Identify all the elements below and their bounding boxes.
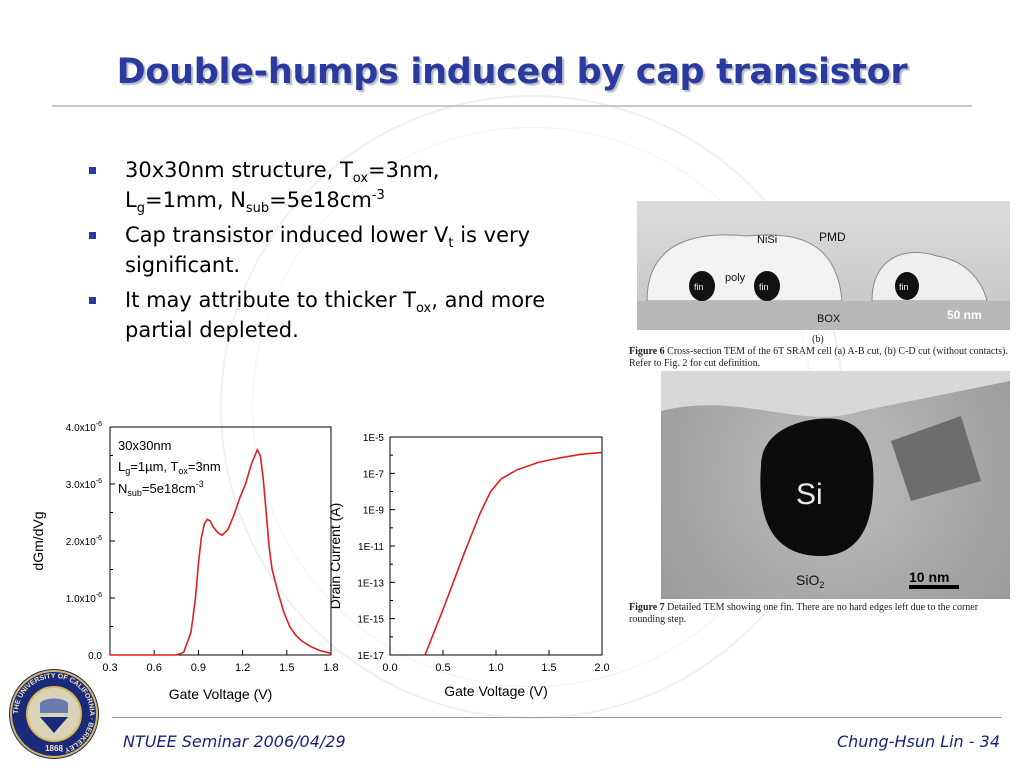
tem2-label-si: Si bbox=[796, 478, 823, 511]
footer-author-page: Chung-Hsun Lin - 34 bbox=[836, 732, 1000, 751]
bullet-square-icon bbox=[89, 167, 96, 174]
bullet-text-part: -3 bbox=[371, 188, 385, 203]
x-tick-label: 1.0 bbox=[488, 662, 503, 674]
x-tick-label: 1.8 bbox=[323, 662, 338, 674]
tem1-label-pmd: PMD bbox=[819, 230, 846, 244]
tem2-caption-lead: Figure 7 bbox=[629, 602, 665, 613]
tem-image-1-drawing: NiSi PMD poly fin fin fin BOX 50 nm bbox=[637, 230, 1010, 330]
bullet-text-part: ox bbox=[415, 301, 432, 317]
seal-year: 1868 bbox=[45, 744, 63, 753]
tem1-caption: Figure 6 Cross-section TEM of the 6T SRA… bbox=[629, 346, 1014, 370]
y-tick-label: 1E-13 bbox=[357, 578, 384, 589]
bullet-square-icon bbox=[89, 297, 96, 304]
y-tick-label: 1E-7 bbox=[363, 469, 385, 480]
x-tick-label: 0.0 bbox=[382, 662, 397, 674]
x-tick-label: 0.5 bbox=[435, 662, 450, 674]
university-seal-logo: THE UNIVERSITY OF CALIFORNIA · BERKELEY … bbox=[9, 669, 99, 759]
tem1-label-box: BOX bbox=[817, 313, 841, 325]
x-tick-label: 2.0 bbox=[594, 662, 609, 674]
bullet-text-part: =3nm, bbox=[368, 158, 440, 182]
drain-current-chart: 1E-5 1E-7 1E-9 1E-11 1E-13 1E-15 1E-170.0 0.5 1.… bbox=[327, 433, 610, 699]
bullet-item: 30x30nm structure, Tox=3nm, Lg=1mm, Nsub=… bbox=[80, 155, 580, 215]
tem1-label-fin-2: fin bbox=[759, 282, 769, 292]
x-axis-label: Gate Voltage (V) bbox=[169, 686, 273, 702]
y-axis-label: dGm/dVg bbox=[30, 511, 46, 570]
bullet-text-part: 30x30nm structure, T bbox=[125, 158, 353, 182]
y-tick-label: 3.0x10-6 bbox=[66, 478, 102, 491]
tem2-scale-label: 10 nm bbox=[909, 569, 949, 585]
bullet-text-part: is very significant. bbox=[125, 223, 531, 277]
bullet-text-part: It may attribute to thicker T bbox=[125, 288, 416, 312]
bullet-text-part: ox bbox=[352, 171, 369, 187]
y-tick-label: 1.0x10-6 bbox=[66, 592, 102, 605]
title-divider bbox=[52, 105, 972, 107]
dgm-dvg-chart: 0.0 1.0x10-6 2.0x10-6 3.0x10-6 4.0x10-6 0.3 0.… bbox=[30, 421, 339, 702]
annotation-line-3: Nsub=5e18cm-3 bbox=[118, 479, 204, 498]
bullet-item: It may attribute to thicker Tox, and mor… bbox=[80, 285, 580, 345]
bullet-text-part: Cap transistor induced lower V bbox=[125, 223, 449, 247]
y-tick-label: 1E-5 bbox=[363, 433, 385, 444]
x-tick-label: 0.9 bbox=[191, 662, 206, 674]
annotation-line-1: 30x30nm bbox=[118, 438, 171, 453]
tem1-caption-text: Cross-section TEM of the 6T SRAM cell (a… bbox=[629, 346, 1008, 369]
tem1-label-fin-3: fin bbox=[899, 282, 909, 292]
x-tick-label: 0.6 bbox=[147, 662, 162, 674]
bullet-list: 30x30nm structure, Tox=3nm, Lg=1mm, Nsub=… bbox=[80, 155, 580, 350]
y-tick-label: 1E-9 bbox=[363, 506, 385, 517]
tem-image-fin-detail: Si SiO2 10 nm bbox=[661, 371, 1010, 599]
series-line bbox=[110, 447, 332, 656]
x-tick-label: 1.5 bbox=[279, 662, 294, 674]
bullet-text-part: =1mm, N bbox=[144, 188, 246, 212]
bullet-item: Cap transistor induced lower Vt is very … bbox=[80, 220, 580, 280]
plot-frame bbox=[389, 436, 603, 656]
x-tick-label: 0.3 bbox=[102, 662, 117, 674]
bullet-text-part: =5e18cm bbox=[269, 188, 372, 212]
bullet-square-icon bbox=[89, 232, 96, 239]
tem2-label-sio2: SiO2 bbox=[796, 572, 824, 590]
x-tick-label: 1.5 bbox=[541, 662, 556, 674]
bullet-text-part: L bbox=[125, 188, 137, 212]
footer-divider bbox=[112, 717, 1002, 718]
series-line bbox=[424, 451, 603, 656]
tem-image-sram-cross-section: NiSi PMD poly fin fin fin BOX 50 nm bbox=[637, 201, 1010, 330]
x-axis-label: Gate Voltage (V) bbox=[444, 683, 548, 699]
slide-title: Double-humps induced by cap transistor bbox=[116, 52, 908, 92]
y-tick-label: 4.0x10-6 bbox=[66, 421, 102, 434]
tem1-scale-label: 50 nm bbox=[947, 308, 982, 322]
tem1-label-poly: poly bbox=[725, 272, 746, 284]
y-tick-label: 2.0x10-6 bbox=[66, 535, 102, 548]
bullet-text-part: g bbox=[136, 201, 145, 217]
x-tick-label: 1.2 bbox=[235, 662, 250, 674]
y-tick-label: 1E-11 bbox=[358, 542, 384, 553]
y-axis-label: Drain Current (A) bbox=[327, 503, 343, 610]
tem2-caption-text: Detailed TEM showing one fin. There are … bbox=[629, 602, 979, 625]
footer-event: NTUEE Seminar 2006/04/29 bbox=[123, 732, 346, 751]
bullet-text-part: , and more partial depleted. bbox=[125, 288, 546, 342]
y-tick-label: 1E-17 bbox=[357, 651, 384, 662]
bullet-text-part: sub bbox=[245, 201, 270, 217]
tem1-label-nisi: NiSi bbox=[757, 234, 777, 246]
tem2-caption: Figure 7 Detailed TEM showing one fin. T… bbox=[629, 602, 1014, 626]
annotation-line-2: Lg=1µm, Tox=3nm bbox=[118, 459, 221, 476]
tem1-panel-label: (b) bbox=[812, 334, 824, 345]
y-tick-label: 0.0 bbox=[88, 651, 102, 662]
tem1-caption-lead: Figure 6 bbox=[629, 346, 665, 357]
tem1-label-fin-1: fin bbox=[694, 282, 704, 292]
tem-image-2-drawing: Si SiO2 10 nm bbox=[661, 371, 1010, 590]
bullet-text-part: t bbox=[448, 236, 454, 252]
y-tick-label: 1E-15 bbox=[357, 615, 384, 626]
